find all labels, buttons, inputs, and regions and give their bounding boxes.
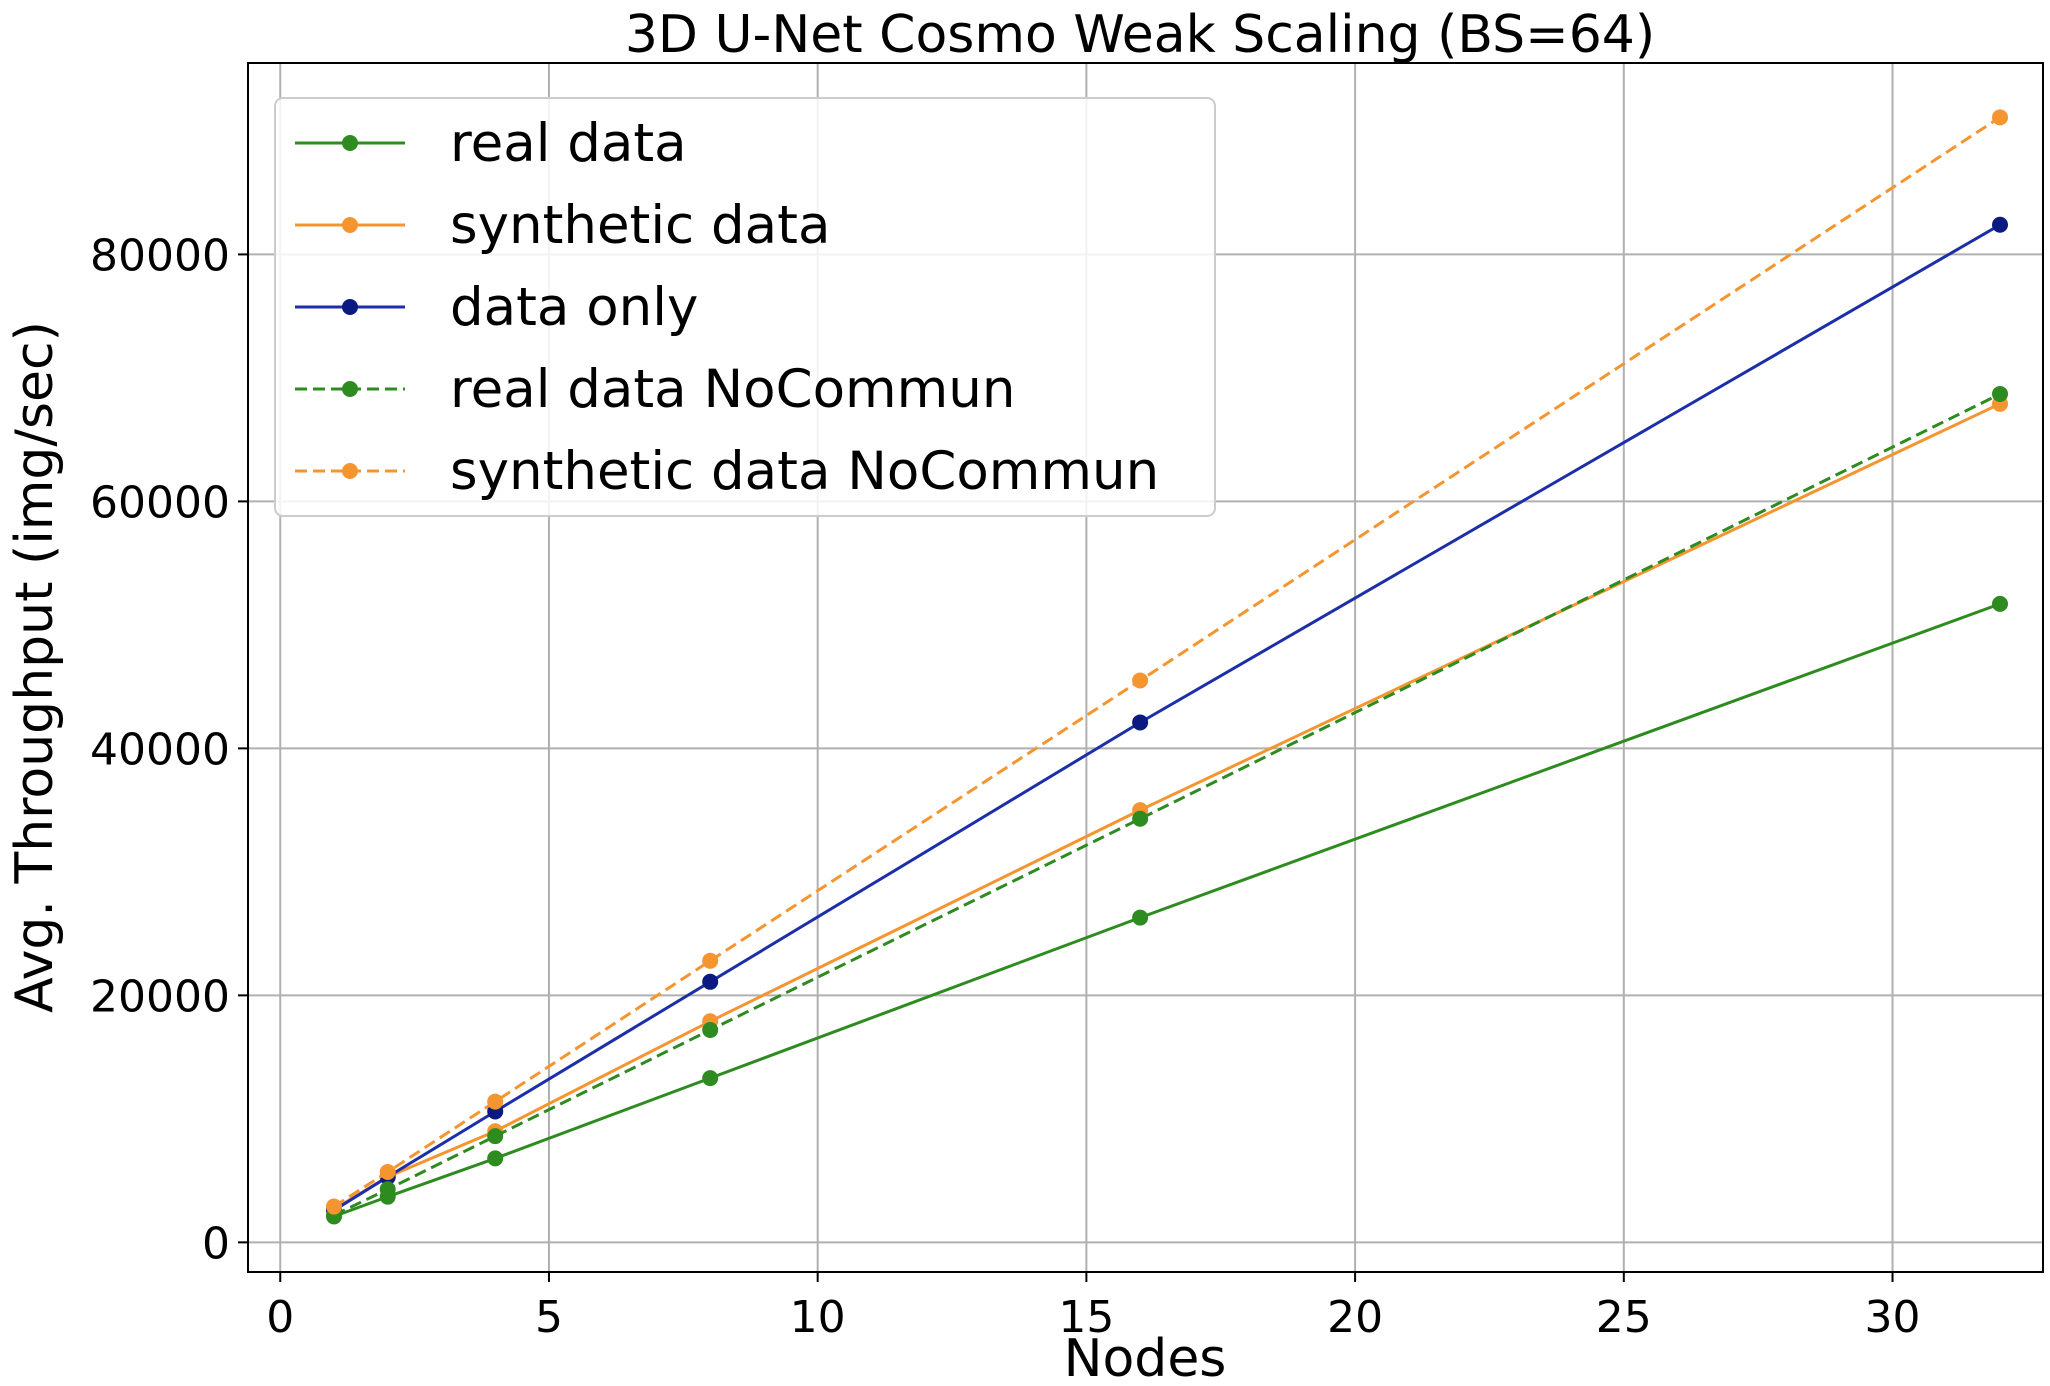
legend-marker [342,381,358,397]
y-tick-label: 0 [202,1218,230,1269]
data-point [1992,216,2009,233]
data-point [1992,385,2009,402]
legend-label: synthetic data NoCommun [450,441,1159,502]
series-real-data-nocommun [325,385,2009,1224]
legend-label: real data NoCommun [450,359,1015,420]
data-point [702,952,719,969]
legend-item: real data [295,113,687,174]
series-synthetic-data-nocommun [325,109,2009,1215]
x-axis-label: Nodes [1064,1329,1227,1386]
data-point [1132,810,1149,827]
series-line [333,602,2001,1218]
x-tick-label: 15 [1058,1292,1114,1343]
y-tick-label: 60000 [90,477,230,528]
chart-title: 3D U-Net Cosmo Weak Scaling (BS=64) [625,5,1655,65]
x-tick-label: 30 [1865,1292,1921,1343]
x-tick-label: 25 [1596,1292,1652,1343]
data-point [1992,109,2009,126]
series-line [333,223,2001,1212]
legend-item: synthetic data NoCommun [295,441,1159,502]
data-point [1132,909,1149,926]
data-point [1132,714,1149,731]
data-point [702,1070,719,1087]
data-point [702,973,719,990]
plot-area-frame [247,62,2044,1273]
legend-marker [342,217,358,233]
legend-marker [342,135,358,151]
y-tick-label: 40000 [90,724,230,775]
data-point [1992,595,2009,612]
series-layer [325,109,2009,1225]
data-point [487,1128,504,1145]
legend-box [274,97,1216,517]
x-tick-label: 0 [266,1292,294,1343]
data-point [487,1150,504,1167]
data-point [325,1198,342,1215]
series-line [333,392,2001,1217]
data-point [487,1093,504,1110]
y-axis-label: Avg. Throughput (img/sec) [5,321,65,1013]
legend-item: data only [295,277,698,338]
x-tick-label: 20 [1327,1292,1383,1343]
legend-label: data only [450,277,698,338]
data-point [379,1163,396,1180]
legend-label: real data [450,113,687,174]
x-tick-label: 5 [535,1292,563,1343]
legend-item: real data NoCommun [295,359,1015,420]
legend-marker [342,299,358,315]
data-point [379,1181,396,1198]
y-tick-label: 20000 [90,971,230,1022]
legend-item: synthetic data [295,195,830,256]
data-point [702,1021,719,1038]
y-tick-label: 80000 [90,230,230,281]
data-point [1132,672,1149,689]
legend-marker [342,463,358,479]
x-tick-label: 10 [790,1292,846,1343]
legend: real data synthetic data data only real dat… [274,97,1216,517]
legend-label: synthetic data [450,195,830,256]
tick-layer: 0 5 10 15 20 25 30 0 20000 40000 60000 80000 [90,230,1921,1343]
